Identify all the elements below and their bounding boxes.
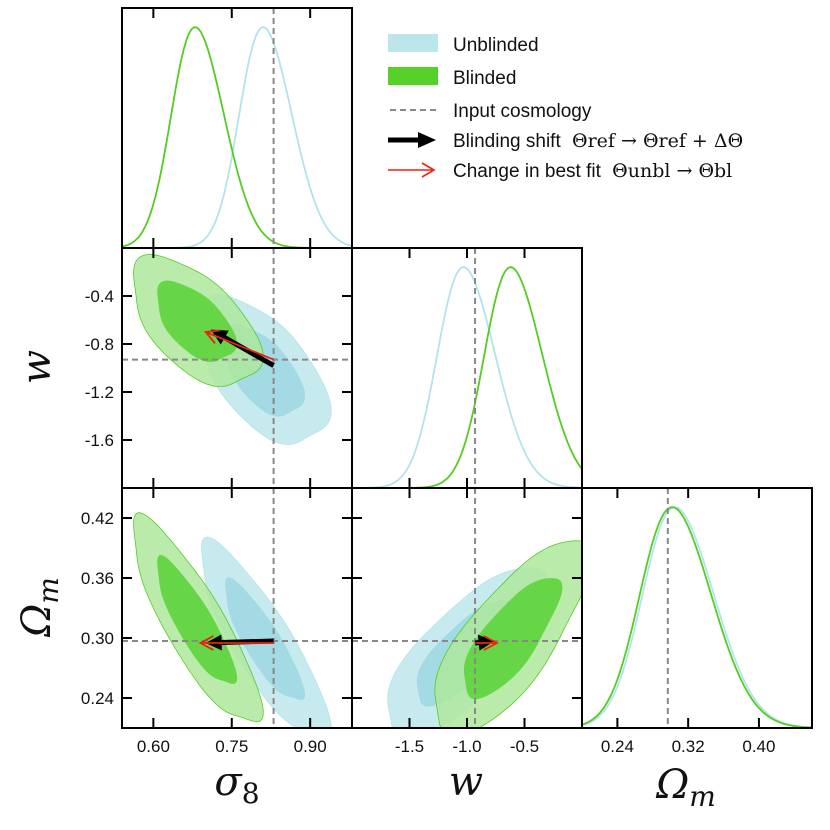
- x-tick-label-Om-1: 0.32: [672, 737, 705, 756]
- y-tick-label-Om-2: 0.30: [81, 629, 114, 648]
- panel-body: [122, 8, 352, 248]
- legend-swatch-blinding-shift: [388, 132, 436, 148]
- y-tick-label-w-3: -1.6: [85, 431, 114, 450]
- y-tick-label-w-1: -0.8: [85, 335, 114, 354]
- x-tick-label-w-1: -1.0: [452, 737, 481, 756]
- arrow-change-in-best-fit-sigma8_w-head: [203, 329, 221, 344]
- panel-body: [582, 488, 812, 728]
- panel-body: [352, 248, 582, 488]
- x-tick-label-sigma8-2: 0.90: [294, 737, 327, 756]
- arrow-change-in-best-fit-sigma8_w-shaft: [205, 331, 274, 361]
- marginal-sigma8-blinded: [122, 26, 352, 248]
- contour-68-blinded: [463, 578, 563, 700]
- y-tick-label-Om-3: 0.24: [81, 689, 114, 708]
- legend-entry-change-best-fit: Change in best fit Θunbl → Θbl: [453, 160, 732, 182]
- legend-entry-blinding-shift: Blinding shift Θref → Θref + ΔΘ: [453, 130, 743, 152]
- panels-layer: -0.4 -0.8 -1.2 -1.6 0.60 0.75 0.90 0.42 0.36 0.30…: [81, 7, 813, 756]
- panel-w-Om: -1.5 -1.0 -0.5: [351, 487, 583, 756]
- arrow-change-in-best-fit-w_Om-head: [483, 635, 499, 651]
- x-tick-label-sigma8-0: 0.60: [137, 737, 170, 756]
- marginal-Om-unblinded: [582, 506, 812, 728]
- arrow-change-in-best-fit-sigma8_Om: [198, 635, 274, 651]
- legend-label-change-best-fit: Change in best fit: [453, 161, 602, 182]
- legend-label-input-cosmology: Input cosmology: [453, 101, 592, 122]
- panel-sigma8-Om: 0.60 0.75 0.90 0.42 0.36 0.30 0.24: [81, 487, 353, 756]
- y-tick-label-Om-1: 0.36: [81, 569, 114, 588]
- panel-w-w: [351, 247, 583, 489]
- panel-Om-Om: 0.24 0.32 0.40: [581, 487, 813, 756]
- legend-label-blinded: Blinded: [453, 68, 516, 89]
- legend-math-blinding-shift: Θref → Θref + ΔΘ: [572, 130, 743, 152]
- panel-sigma8-sigma8: [121, 7, 353, 249]
- legend-swatch-blinded: [388, 67, 438, 85]
- arrow-change-in-best-fit-sigma8_Om-head: [198, 635, 214, 651]
- y-axis-label-omega-m: Ωm: [14, 577, 65, 638]
- x-tick-label-Om-0: 0.24: [601, 737, 634, 756]
- arrow-change-in-best-fit-sigma8_w: [203, 329, 274, 361]
- x-axis-label-omega-m: Ωm: [655, 762, 716, 813]
- contour-68-blinded: [157, 554, 238, 684]
- marginal-w-unblinded: [352, 266, 582, 488]
- y-tick-label-w-2: -1.2: [85, 383, 114, 402]
- panel-frame: [581, 487, 813, 729]
- x-tick-label-w-2: -0.5: [510, 737, 539, 756]
- x-tick-label-w-0: -1.5: [395, 737, 424, 756]
- panel-frame: [351, 247, 583, 489]
- y-tick-label-Om-0: 0.42: [81, 509, 114, 528]
- legend-math-change-best-fit: Θunbl → Θbl: [612, 160, 732, 182]
- marginal-sigma8-unblinded: [122, 26, 352, 248]
- contour-68-blinded: [157, 280, 238, 362]
- contour-68-unblinded: [225, 577, 306, 700]
- legend-label-blinding-shift: Blinding shift: [453, 131, 561, 152]
- y-axis-label-w: w: [14, 350, 60, 384]
- x-tick-label-Om-2: 0.40: [742, 737, 775, 756]
- x-tick-label-sigma8-1: 0.75: [215, 737, 248, 756]
- x-axis-label-sigma8: σ8: [214, 759, 259, 810]
- legend-swatch-unblinded: [388, 34, 438, 52]
- panel-body: [122, 248, 352, 488]
- arrow-change-in-best-fit-w_Om: [475, 635, 499, 651]
- marginal-w-blinded: [352, 266, 582, 488]
- x-axis-label-w: w: [449, 759, 483, 805]
- legend: Unblinded Blinded Input cosmology Blindi…: [388, 34, 743, 182]
- marginal-Om-blinded: [582, 506, 812, 728]
- panel-body: [352, 488, 582, 728]
- panel-body: [122, 488, 352, 728]
- y-tick-label-w-0: -0.4: [85, 287, 114, 306]
- panel-sigma8-w: -0.4 -0.8 -1.2 -1.6: [85, 247, 353, 489]
- legend-swatch-change-best-fit: [388, 162, 436, 178]
- legend-label-unblinded: Unblinded: [453, 35, 539, 56]
